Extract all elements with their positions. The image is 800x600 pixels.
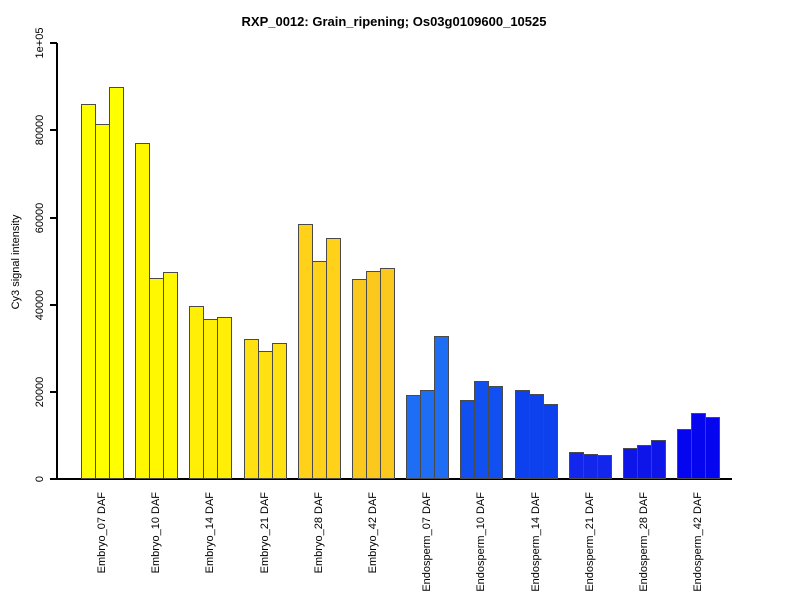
x-category-label: Embryo_10 DAF xyxy=(150,492,163,574)
bar xyxy=(203,319,218,479)
x-category-label: Endosperm_21 DAF xyxy=(583,492,596,592)
bar xyxy=(163,272,178,479)
y-tick xyxy=(50,216,57,219)
x-category-label: Embryo_07 DAF xyxy=(96,492,108,574)
bar xyxy=(258,351,273,479)
bar xyxy=(189,306,204,479)
bar xyxy=(488,386,503,479)
y-tick-label: 40000 xyxy=(34,289,46,321)
x-category-label: Embryo_21 DAF xyxy=(258,492,271,574)
bar xyxy=(651,440,666,479)
bar xyxy=(420,390,435,479)
bar xyxy=(380,268,395,479)
bar xyxy=(583,454,598,479)
bar xyxy=(515,390,530,479)
bar xyxy=(474,381,489,479)
bar xyxy=(406,395,421,479)
bar xyxy=(434,336,449,479)
x-category-label: Endosperm_10 DAF xyxy=(475,492,488,592)
bar xyxy=(352,279,367,479)
bar xyxy=(135,143,150,479)
bar xyxy=(705,417,720,479)
x-axis-line xyxy=(56,478,732,480)
x-category-label: Embryo_28 DAF xyxy=(312,492,325,574)
y-tick xyxy=(50,303,57,306)
bar xyxy=(637,445,652,479)
bar xyxy=(543,404,558,479)
y-tick xyxy=(50,42,57,45)
x-category-label: Endosperm_07 DAF xyxy=(421,492,434,592)
bar xyxy=(298,224,313,479)
bar xyxy=(272,343,287,479)
bar xyxy=(597,455,612,479)
bar xyxy=(81,104,96,479)
chart-title: RXP_0012: Grain_ripening; Os03g0109600_1… xyxy=(241,14,547,29)
bar xyxy=(95,124,110,479)
bar xyxy=(677,429,692,479)
y-axis-label: Cy3 signal intensity xyxy=(10,214,22,310)
y-tick-label: 0 xyxy=(34,475,46,483)
bar xyxy=(366,271,381,479)
x-category-label: Endosperm_42 DAF xyxy=(692,492,705,592)
y-tick xyxy=(50,478,57,480)
bar xyxy=(109,87,124,479)
x-category-label: Endosperm_14 DAF xyxy=(529,492,542,592)
y-tick xyxy=(50,129,57,132)
bar xyxy=(149,278,164,479)
x-category-label: Embryo_42 DAF xyxy=(367,492,379,574)
y-tick-label: 20000 xyxy=(34,376,46,408)
y-axis-line xyxy=(56,43,58,480)
x-category-label: Embryo_14 DAF xyxy=(204,492,217,574)
y-tick-label: 1e+05 xyxy=(34,27,46,59)
bar xyxy=(217,317,232,479)
bar xyxy=(623,448,638,479)
bar xyxy=(460,400,475,479)
x-category-label: Endosperm_28 DAF xyxy=(638,492,650,592)
bar xyxy=(691,413,706,479)
bar xyxy=(569,452,584,479)
bar xyxy=(326,238,341,479)
y-tick xyxy=(50,390,57,393)
y-tick-label: 60000 xyxy=(34,202,46,233)
bar xyxy=(529,394,544,479)
bar xyxy=(244,339,259,479)
y-tick-label: 80000 xyxy=(34,115,46,146)
bar xyxy=(312,261,327,479)
